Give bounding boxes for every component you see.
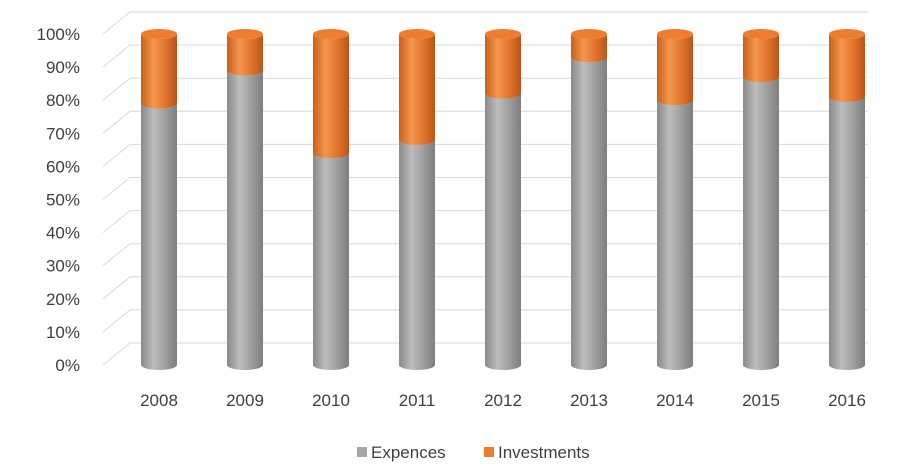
y-tick-label: 30% [46,257,80,276]
bar-cap-investments-2010 [313,29,349,39]
gridline [102,143,868,167]
bar-cap-investments-2013 [571,29,607,39]
bar-investments-2011 [399,34,435,145]
legend-label-investments: Investments [498,443,590,462]
bar-cap-investments-2009 [227,29,263,39]
y-tick-label: 100% [37,25,80,44]
legend-swatch-investments [484,447,494,457]
x-tick-label: 2008 [140,391,178,410]
gridline [102,44,868,68]
bar-cap-investments-2016 [829,29,865,39]
gridline [102,177,868,200]
bar-expences-2011 [399,139,435,370]
gridline [102,77,868,101]
bar-cap-investments-2008 [141,29,177,39]
x-tick-label: 2016 [828,391,866,410]
bar-investments-2012 [485,34,521,99]
bar-expences-2010 [313,153,349,370]
bars [141,29,865,370]
bar-expences-2008 [141,103,177,370]
bar-cap-investments-2015 [743,29,779,39]
x-tick-label: 2014 [656,391,694,410]
gridlines [102,11,868,366]
y-tick-label: 40% [46,224,80,243]
bar-expences-2012 [485,93,521,370]
y-tick-label: 50% [46,191,80,210]
x-tick-label: 2013 [570,391,608,410]
x-tick-label: 2009 [226,391,264,410]
y-tick-label: 0% [55,356,80,375]
bar-investments-2016 [829,34,865,102]
x-tick-label: 2010 [312,391,350,410]
y-tick-label: 70% [46,124,80,143]
bar-investments-2009 [227,34,263,76]
y-tick-label: 20% [46,290,80,309]
gridline [102,11,868,35]
gridline [102,276,868,300]
bar-expences-2014 [657,100,693,370]
bar-investments-2015 [743,34,779,83]
x-axis-ticks: 2008 2009 2010 2011 2012 2013 2014 2015 2016 [140,391,866,410]
bar-expences-2009 [227,70,263,370]
x-tick-label: 2015 [742,391,780,410]
gridline [102,342,868,366]
bar-expences-2016 [829,96,865,370]
y-tick-label: 90% [46,58,80,77]
bar-investments-2014 [657,34,693,106]
bar-expences-2013 [571,57,607,370]
gridline [102,243,868,267]
bar-investments-2008 [141,34,177,109]
legend-label-expences: Expences [371,443,446,462]
bar-expences-2015 [743,77,779,370]
bar-investments-2010 [313,34,349,159]
y-axis-ticks: 0% 10% 20% 30% 40% 50% 60% 70% 80% 90% 100% [37,25,80,375]
bar-investments-2013 [571,34,607,63]
bar-cap-investments-2012 [485,29,521,39]
y-tick-label: 80% [46,91,80,110]
x-tick-label: 2012 [484,391,522,410]
gridline [102,210,868,233]
x-tick-label: 2011 [399,391,436,410]
legend: Expences Investments [357,443,590,462]
bar-cap-investments-2014 [657,29,693,39]
bar-cap-investments-2011 [399,29,435,39]
gridline [102,309,868,333]
y-tick-label: 10% [46,323,80,342]
gridline [102,110,868,134]
legend-swatch-expences [357,447,367,457]
y-tick-label: 60% [46,157,80,176]
